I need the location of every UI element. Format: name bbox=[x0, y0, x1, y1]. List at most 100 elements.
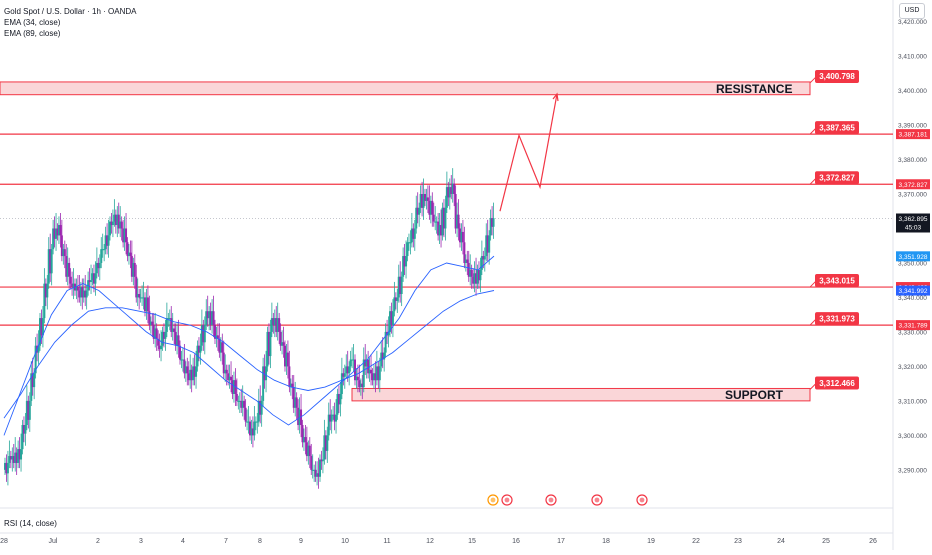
ema34-axis-tag bbox=[896, 251, 930, 262]
candle-body bbox=[160, 345, 163, 350]
candle-body bbox=[50, 249, 53, 274]
candle-body bbox=[49, 249, 52, 274]
y-tick-label: 3,300.000 bbox=[898, 433, 927, 440]
candle-body bbox=[170, 318, 173, 332]
candle-body bbox=[202, 325, 205, 343]
candle-body bbox=[295, 397, 298, 408]
candle-body bbox=[135, 276, 138, 298]
event-icon-dot bbox=[504, 497, 510, 503]
candle-body bbox=[130, 256, 133, 277]
candle-body bbox=[12, 456, 15, 463]
candle-body bbox=[176, 335, 179, 346]
candle-body bbox=[332, 414, 335, 416]
candle-body bbox=[235, 393, 238, 401]
candle-body bbox=[246, 421, 249, 423]
currency-button[interactable]: USD bbox=[899, 3, 925, 19]
candle-body bbox=[305, 442, 308, 457]
candle-body bbox=[406, 242, 409, 257]
candle-body bbox=[200, 325, 203, 346]
candle-body bbox=[294, 397, 297, 408]
axis-tag-value: 3,372.827 bbox=[899, 182, 928, 189]
candle-body bbox=[21, 425, 24, 450]
candle-body bbox=[492, 218, 495, 227]
candle-body bbox=[250, 428, 253, 436]
candle-body bbox=[276, 318, 279, 332]
candle-body bbox=[302, 437, 305, 443]
candle-body bbox=[434, 221, 437, 223]
level-callout bbox=[815, 121, 859, 135]
candle-body bbox=[375, 366, 378, 381]
candle-body bbox=[114, 214, 117, 226]
candle-body bbox=[9, 456, 12, 460]
candle-body bbox=[257, 400, 260, 422]
candle-body bbox=[165, 318, 168, 332]
y-tick-label: 3,340.000 bbox=[898, 295, 927, 302]
candle-body bbox=[485, 235, 488, 257]
callout-value: 3,372.827 bbox=[819, 174, 855, 183]
candle-body bbox=[266, 331, 269, 367]
level-callout bbox=[815, 171, 859, 185]
candle-body bbox=[164, 331, 167, 339]
candle-body bbox=[249, 421, 251, 436]
candle-body bbox=[59, 225, 62, 236]
candle-body bbox=[362, 359, 365, 388]
candle-body bbox=[139, 297, 142, 299]
level-callout bbox=[815, 312, 859, 326]
candle-body bbox=[351, 359, 354, 361]
candle-body bbox=[218, 338, 221, 353]
x-tick-label: Jul bbox=[49, 538, 58, 545]
candle-body bbox=[126, 242, 129, 257]
candle-body bbox=[450, 187, 453, 194]
candle-body bbox=[144, 297, 146, 312]
candle-body bbox=[85, 290, 88, 298]
candle-body bbox=[456, 214, 459, 229]
candle-body bbox=[374, 373, 377, 381]
candle-body bbox=[46, 283, 49, 298]
candle-body bbox=[364, 359, 367, 367]
candle-body bbox=[14, 452, 17, 463]
candle-body bbox=[279, 331, 282, 346]
candle-body bbox=[232, 380, 235, 394]
candle-body bbox=[4, 462, 6, 470]
candle-body bbox=[27, 400, 30, 420]
candle-body bbox=[301, 425, 304, 443]
x-tick-label: 4 bbox=[181, 538, 185, 545]
candle-body bbox=[161, 331, 164, 346]
candle-body bbox=[321, 459, 324, 462]
candle-body bbox=[317, 473, 320, 477]
y-tick-label: 3,400.000 bbox=[898, 88, 927, 95]
candle-body bbox=[394, 297, 397, 301]
candle-body bbox=[53, 228, 56, 239]
candle-body bbox=[113, 214, 116, 222]
candle-body bbox=[254, 421, 257, 423]
candle-body bbox=[275, 318, 278, 332]
x-tick-label: 26 bbox=[869, 538, 877, 545]
rsi-legend[interactable]: RSI (14, close) bbox=[4, 519, 57, 528]
candle-body bbox=[141, 297, 144, 299]
zone-support bbox=[351, 387, 811, 402]
candle-body bbox=[179, 345, 181, 360]
candle-body bbox=[260, 400, 263, 415]
ema89-legend[interactable]: EMA (89, close) bbox=[4, 29, 61, 38]
candle-body bbox=[259, 400, 262, 415]
candle-body bbox=[5, 462, 8, 474]
candle-body bbox=[486, 235, 489, 253]
candle-body bbox=[189, 369, 192, 381]
candle-body bbox=[269, 331, 272, 357]
symbol-title[interactable]: Gold Spot / U.S. Dollar · 1h · OANDA bbox=[4, 7, 137, 16]
candle-body bbox=[154, 328, 157, 339]
candle-body bbox=[273, 318, 276, 326]
x-tick-label: 8 bbox=[258, 538, 262, 545]
ema34-legend[interactable]: EMA (34, close) bbox=[4, 18, 61, 27]
candle-body bbox=[256, 421, 259, 423]
candle-body bbox=[240, 400, 243, 408]
candle-body bbox=[467, 262, 470, 277]
candle-body bbox=[429, 200, 432, 215]
candle-body bbox=[171, 328, 174, 332]
candle-body bbox=[244, 407, 247, 422]
candle-body bbox=[457, 214, 460, 229]
candle-body bbox=[477, 269, 480, 281]
candle-body bbox=[136, 293, 139, 298]
